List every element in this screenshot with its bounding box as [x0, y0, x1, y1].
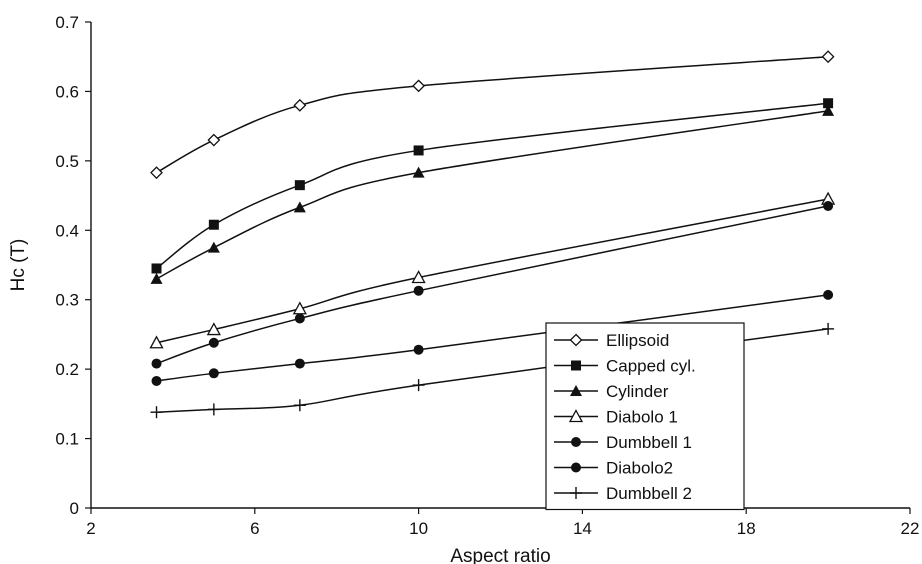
legend-item-ellipsoid: Ellipsoid [554, 331, 669, 350]
legend: Ellipsoid Capped cyl. Cylinder Diabolo 1 Dum… [545, 322, 745, 511]
legend-marker-dumbbell-2 [570, 487, 582, 499]
legend-item-cylinder: Cylinder [554, 382, 669, 401]
legend-marker-capped-cyl [571, 360, 581, 371]
legend-box [545, 322, 745, 511]
legend-marker-diabolo-1 [568, 409, 584, 423]
data-point-cylinder [822, 104, 835, 116]
data-point-dumbbell-1 [823, 200, 834, 211]
data-point-ellipsoid [821, 50, 835, 64]
data-point-dumbbell-2 [822, 322, 835, 335]
data-point-dumbbell-1 [208, 337, 219, 348]
legend-item-dumbbell-1: Dumbbell 1 [554, 433, 692, 452]
data-point-diabolo2 [151, 375, 162, 386]
y-tick-label: 0.2 [55, 360, 79, 379]
data-point-diabolo2 [208, 368, 219, 379]
data-point-capped-cyl [294, 180, 305, 191]
legend-marker-ellipsoid [569, 333, 583, 347]
series-layer [149, 50, 836, 419]
legend-marker-diabolo2 [571, 462, 581, 473]
legend-item-dumbbell-2: Dumbbell 2 [554, 484, 692, 503]
legend-label: Ellipsoid [606, 331, 669, 350]
y-tick-label: 0.4 [55, 221, 79, 240]
data-point-dumbbell-2 [293, 399, 306, 412]
data-point-capped-cyl [413, 145, 424, 156]
data-point-diabolo-1 [411, 270, 426, 284]
legend-item-diabolo2: Diabolo2 [554, 459, 673, 478]
series-capped-cyl [151, 98, 834, 274]
series-line-capped-cyl [156, 102, 829, 270]
legend-item-diabolo-1: Diabolo 1 [554, 408, 678, 427]
data-point-diabolo2 [294, 358, 305, 369]
y-tick-label: 0.5 [55, 152, 79, 171]
data-point-dumbbell-1 [294, 313, 305, 324]
x-tick-label: 2 [86, 519, 95, 538]
series-diabolo2 [151, 289, 834, 386]
legend-label: Diabolo 1 [606, 408, 678, 427]
y-tick-label: 0.3 [55, 291, 79, 310]
y-axis-title: Hc (T) [8, 239, 29, 292]
data-point-cylinder [150, 272, 163, 284]
legend-label: Diabolo2 [606, 459, 673, 478]
y-tick-label: 0.1 [55, 430, 79, 449]
data-point-ellipsoid [150, 166, 163, 180]
series-dumbbell-1 [151, 200, 834, 369]
series-cylinder [150, 104, 835, 284]
x-axis-title: Aspect ratio [450, 546, 550, 564]
legend-label: Cylinder [606, 382, 669, 401]
data-point-ellipsoid [207, 133, 221, 147]
y-tick-label: 0 [70, 499, 79, 518]
x-tick-label: 18 [737, 519, 756, 538]
data-point-cylinder [293, 201, 306, 213]
series-line-diabolo-1 [156, 198, 829, 344]
y-tick-label: 0.7 [55, 13, 79, 32]
axes: 0 0.1 0.2 0.3 0.4 0.5 0.6 0.7 2 6 10 14 18 22 [55, 13, 919, 538]
data-point-capped-cyl [208, 219, 219, 230]
data-point-ellipsoid [412, 79, 426, 93]
data-point-dumbbell-1 [151, 358, 162, 369]
data-point-cylinder [412, 166, 425, 178]
data-point-capped-cyl [823, 98, 834, 109]
legend-marker-dumbbell-1 [571, 437, 581, 447]
data-point-dumbbell-2 [150, 406, 163, 419]
data-point-capped-cyl [151, 263, 162, 274]
legend-label: Dumbbell 2 [606, 484, 692, 503]
legend-marker-cylinder [570, 385, 582, 396]
data-point-diabolo2 [413, 344, 424, 355]
data-point-diabolo-1 [206, 322, 221, 336]
x-tick-label: 6 [250, 519, 259, 538]
data-point-dumbbell-1 [413, 285, 424, 296]
y-tick-label: 0.6 [55, 82, 79, 101]
data-point-ellipsoid [293, 98, 307, 112]
legend-label: Dumbbell 1 [606, 433, 692, 452]
series-line-cylinder [156, 110, 829, 280]
data-point-cylinder [207, 241, 220, 253]
data-point-diabolo-1 [149, 335, 164, 349]
legend-item-capped-cyl: Capped cyl. [554, 357, 696, 376]
legend-label: Capped cyl. [606, 357, 696, 376]
data-point-dumbbell-2 [207, 403, 220, 416]
series-ellipsoid [150, 50, 835, 180]
data-point-dumbbell-2 [412, 379, 425, 392]
data-point-diabolo2 [823, 289, 834, 300]
x-tick-label: 14 [573, 519, 592, 538]
x-tick-label: 22 [901, 519, 920, 538]
x-tick-label: 10 [409, 519, 428, 538]
